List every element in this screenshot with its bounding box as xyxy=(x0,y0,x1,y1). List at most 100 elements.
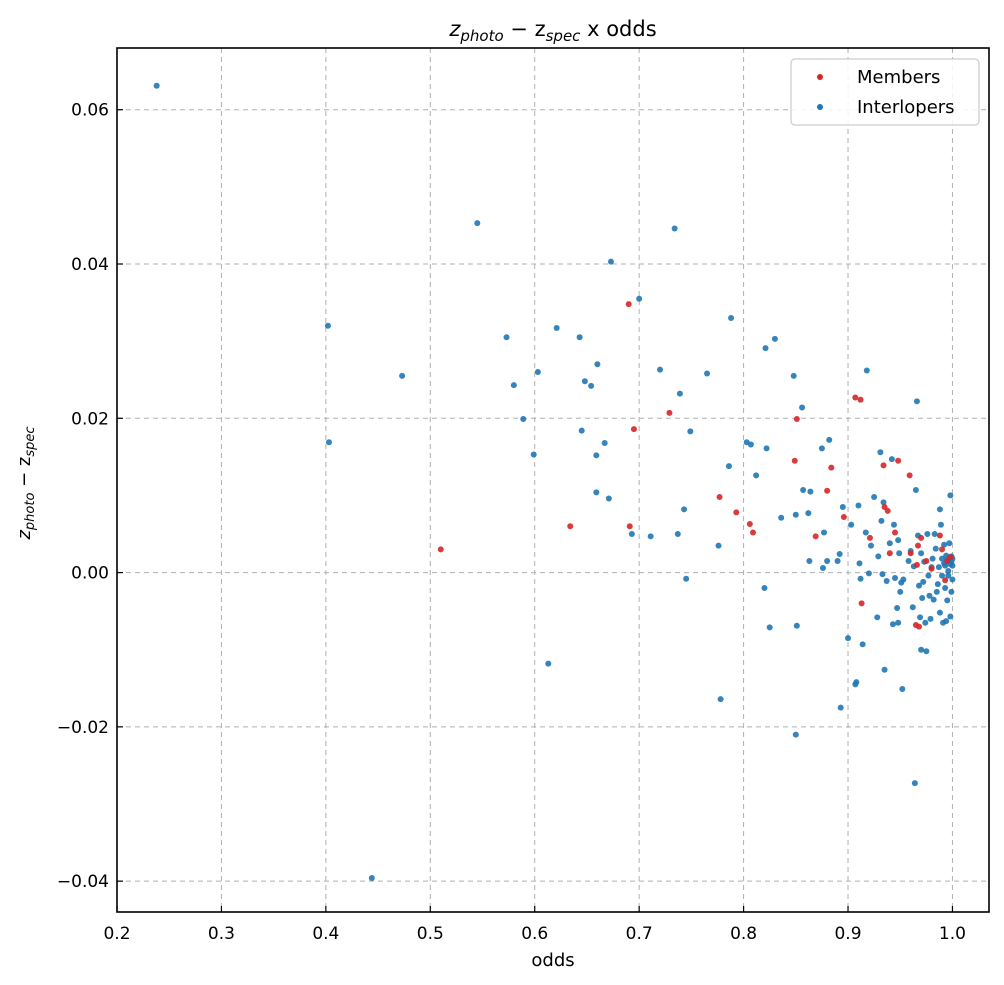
member-point xyxy=(947,554,954,561)
interloper-point xyxy=(865,570,872,577)
interloper-point xyxy=(605,495,612,502)
member-point xyxy=(916,623,923,630)
interloper-point xyxy=(919,595,926,602)
interloper-point xyxy=(725,463,732,470)
legend-label-interlopers: Interlopers xyxy=(857,97,955,118)
member-point xyxy=(928,565,935,572)
member-point xyxy=(630,426,637,433)
interloper-point xyxy=(900,576,907,583)
y-tick-label: 0.04 xyxy=(71,255,109,275)
interloper-point xyxy=(793,622,800,629)
x-tick-label: 0.2 xyxy=(103,924,130,944)
interloper-point xyxy=(933,588,940,595)
interloper-point xyxy=(949,576,956,583)
member-point xyxy=(852,394,859,401)
interloper-point xyxy=(647,533,654,540)
member-point xyxy=(625,301,632,308)
legend-label-members: Members xyxy=(857,67,940,88)
x-tick-label: 0.7 xyxy=(626,924,653,944)
y-tick-label: 0.06 xyxy=(71,101,109,121)
interloper-point xyxy=(924,531,931,537)
interloper-point xyxy=(913,398,920,405)
interloper-point xyxy=(601,439,608,446)
interloper-point xyxy=(931,531,938,537)
interloper-point xyxy=(778,514,785,521)
interloper-point xyxy=(753,472,760,479)
interloper-point xyxy=(799,404,806,411)
interloper-point xyxy=(534,369,541,375)
legend-marker-members xyxy=(817,74,823,80)
member-point xyxy=(749,529,756,536)
interloper-point xyxy=(636,295,643,302)
member-point xyxy=(746,520,753,527)
interloper-point xyxy=(628,531,635,537)
interloper-point xyxy=(848,521,855,528)
member-point xyxy=(892,529,899,536)
interloper-point xyxy=(474,220,481,227)
member-point xyxy=(895,457,902,464)
interloper-point xyxy=(867,542,874,549)
chart-title: zphoto − zspec x odds xyxy=(448,17,656,45)
interloper-point xyxy=(153,82,160,89)
interloper-point xyxy=(945,568,952,575)
member-point xyxy=(913,561,920,568)
interloper-point xyxy=(897,588,904,595)
interloper-point xyxy=(899,686,906,693)
member-point xyxy=(942,577,949,584)
interloper-point xyxy=(874,614,881,621)
interloper-point xyxy=(920,578,927,585)
interloper-point xyxy=(766,624,773,631)
interloper-point xyxy=(857,575,864,582)
interloper-point xyxy=(934,581,941,588)
interloper-point xyxy=(936,609,943,616)
legend-box xyxy=(790,58,980,126)
interloper-point xyxy=(894,605,901,612)
member-point xyxy=(939,546,946,553)
member-point xyxy=(866,534,873,541)
x-tick-label: 0.4 xyxy=(312,924,339,944)
interloper-point xyxy=(762,345,769,352)
interloper-point xyxy=(942,585,949,591)
interloper-point xyxy=(834,558,841,564)
interloper-point xyxy=(683,575,690,582)
interloper-point xyxy=(593,489,600,496)
interloper-point xyxy=(944,597,951,604)
interloper-point xyxy=(824,558,831,564)
interloper-point xyxy=(845,635,852,642)
interloper-point xyxy=(807,488,814,495)
interloper-point xyxy=(895,537,902,544)
interloper-point xyxy=(883,578,890,585)
member-point xyxy=(914,542,921,549)
axis-ticks: 0.2 0.3 0.4 0.5 0.6 0.7 0.8 0.9 1.0 −0.04 −0.02 0.0… xyxy=(57,101,966,944)
interloper-point xyxy=(510,382,517,389)
interloper-point xyxy=(917,614,924,621)
interloper-point xyxy=(923,648,930,655)
member-point xyxy=(907,550,914,557)
member-point xyxy=(906,472,913,479)
interloper-point xyxy=(895,619,902,626)
interloper-point xyxy=(761,585,768,591)
interloper-point xyxy=(607,258,614,265)
interloper-point xyxy=(925,572,932,579)
interloper-point xyxy=(948,588,955,595)
member-point xyxy=(857,396,864,403)
interloper-point xyxy=(674,531,681,537)
interloper-point xyxy=(594,361,601,368)
interloper-point xyxy=(929,555,936,562)
interloper-point xyxy=(942,562,949,569)
x-tick-label: 0.6 xyxy=(521,924,548,944)
interloper-point xyxy=(792,731,799,738)
member-point xyxy=(666,409,673,416)
interloper-point xyxy=(593,452,600,459)
interloper-point xyxy=(588,382,595,389)
x-tick-label: 0.5 xyxy=(417,924,444,944)
member-point xyxy=(733,509,740,516)
interloper-point xyxy=(805,510,812,517)
x-tick-label: 0.9 xyxy=(834,924,861,944)
interloper-point xyxy=(836,551,843,558)
interloper-point xyxy=(949,562,956,569)
x-tick-label: 0.8 xyxy=(730,924,757,944)
interloper-point xyxy=(687,428,694,435)
member-point xyxy=(626,523,633,530)
